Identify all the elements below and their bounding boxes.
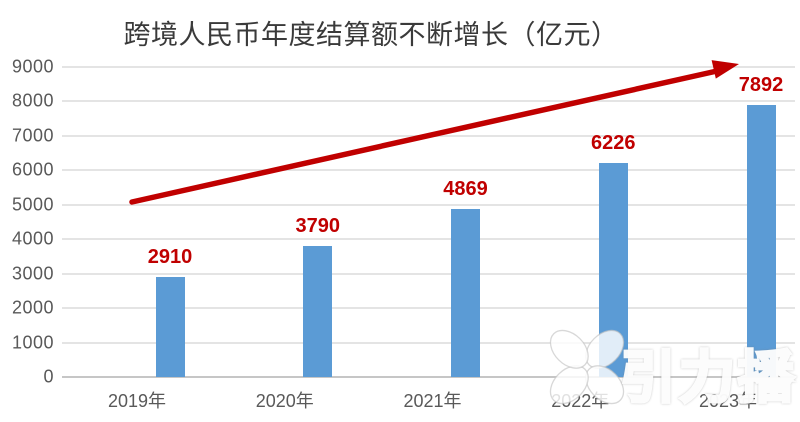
four-petal-flower-icon [549,329,625,405]
bar-value-label: 3790 [295,215,341,238]
bar [746,105,776,377]
gridline [62,203,795,206]
gridline [62,341,795,344]
y-tick-label: 5000 [11,194,54,215]
bar [155,276,185,377]
chart-title: 跨境人民币年度结算额不断增长（亿元） [123,20,619,50]
gridline [62,307,795,310]
x-tick-label: 2020年 [255,391,314,411]
bar-value-label: 4869 [443,178,488,201]
x-tick-label: 2022年 [551,391,610,411]
y-tick-label: 0 [43,366,54,387]
y-tick-label: 4000 [11,228,54,249]
x-tick-label: 2023年 [698,391,758,411]
y-tick-label: 9000 [11,56,54,77]
x-tick-label: 2021年 [403,391,462,411]
trend-arrow-line [129,68,720,205]
y-tick-label: 8000 [11,90,54,111]
bar [598,162,628,377]
x-axis-line [62,376,795,378]
y-tick-label: 3000 [11,263,54,284]
y-tick-label: 1000 [11,332,54,353]
y-tick-label: 2000 [11,297,54,318]
bar-value-label: 7892 [738,74,784,97]
arrow-head-icon [711,60,739,79]
gridline [62,100,795,103]
bar [451,209,480,377]
y-tick-label: 7000 [11,125,54,146]
bar-value-label: 2910 [147,245,193,268]
bar [303,246,333,377]
watermark-text: 引力播 [619,345,797,411]
bar-value-label: 6226 [591,131,636,154]
gridline [62,272,795,275]
gridline [62,238,795,241]
gridline [62,169,795,172]
gridline [62,134,795,137]
x-tick-label: 2019年 [107,391,167,411]
y-tick-label: 6000 [11,159,54,180]
gridline [62,66,795,68]
